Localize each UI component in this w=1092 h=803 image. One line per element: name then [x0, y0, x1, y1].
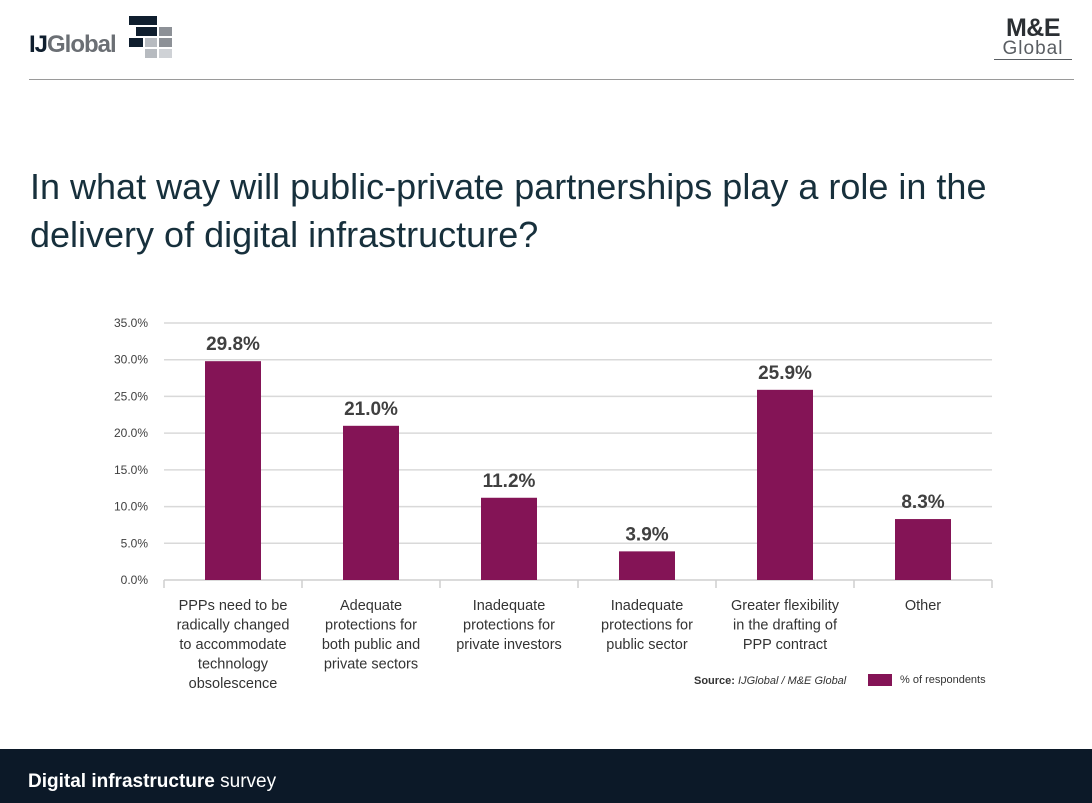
footer-title-bold: Digital infrastructure: [28, 771, 215, 792]
page-title: In what way will public-private partners…: [30, 166, 987, 255]
category-label: Greater flexibility: [731, 598, 840, 614]
me-global-logo-bottom: Global: [994, 39, 1072, 60]
bar: [481, 497, 537, 580]
y-tick-label: 20.0%: [114, 426, 148, 440]
y-tick-label: 30.0%: [114, 353, 148, 367]
category-label: protections for: [601, 618, 693, 634]
bar: [757, 389, 813, 580]
category-label: Inadequate: [611, 598, 684, 614]
category-label: Inadequate: [473, 598, 546, 614]
source-label: Source:: [694, 675, 735, 687]
me-global-logo-top: M&E: [1005, 14, 1061, 42]
category-label: protections for: [463, 618, 555, 634]
ijglobal-logo-ij: IJ: [29, 31, 48, 58]
category-label: PPP contract: [743, 637, 827, 653]
ijglobal-logo-mark-icon: [129, 16, 172, 58]
data-label: 21.0%: [344, 399, 398, 420]
chart-legend: % of respondents: [868, 674, 986, 686]
category-label: PPPs need to be: [179, 598, 288, 614]
bar: [895, 519, 951, 580]
y-tick-label: 25.0%: [114, 389, 148, 403]
category-label: Other: [905, 598, 941, 614]
data-label: 25.9%: [758, 363, 812, 384]
category-label: obsolescence: [189, 676, 278, 692]
category-label: to accommodate: [179, 637, 286, 653]
data-label: 3.9%: [625, 524, 668, 545]
category-label: radically changed: [177, 618, 290, 634]
category-label: Adequate: [340, 598, 402, 614]
source-note: Source: IJGlobal / M&E Global: [694, 675, 846, 687]
category-label: public sector: [606, 637, 688, 653]
y-tick-label: 15.0%: [114, 463, 148, 477]
footer-title-rest: survey: [214, 771, 277, 792]
me-global-logo: M&E Global: [994, 16, 1072, 60]
legend-swatch: [868, 674, 892, 686]
category-label: in the drafting of: [733, 618, 838, 634]
y-tick-label: 10.0%: [114, 500, 148, 514]
ijglobal-logo-text: IJGlobal: [29, 31, 117, 58]
data-label: 11.2%: [483, 471, 536, 492]
bar: [205, 361, 261, 580]
source-text: IJGlobal / M&E Global: [738, 675, 847, 687]
y-tick-label: 35.0%: [114, 316, 148, 330]
category-label: both public and: [322, 637, 420, 653]
ijglobal-logo-global: Global: [47, 31, 117, 58]
header-divider: [29, 79, 1074, 80]
footer-bar: Digital infrastructure survey: [0, 749, 1092, 803]
footer-title: Digital infrastructure survey: [28, 771, 276, 793]
data-label: 8.3%: [901, 492, 944, 513]
y-tick-label: 5.0%: [121, 536, 149, 550]
bar: [619, 551, 675, 580]
y-tick-label: 0.0%: [121, 573, 149, 587]
category-label: protections for: [325, 618, 417, 634]
category-label: private sectors: [324, 657, 418, 673]
data-label: 29.8%: [206, 334, 260, 355]
legend-label: % of respondents: [900, 674, 986, 686]
bar-chart: 0.0% 5.0% 10.0% 15.0% 20.0% 25.0% 30.0% 35.0% 29…: [114, 316, 993, 692]
category-label: technology: [198, 657, 269, 673]
category-label: private investors: [456, 637, 562, 653]
bar: [343, 425, 399, 580]
